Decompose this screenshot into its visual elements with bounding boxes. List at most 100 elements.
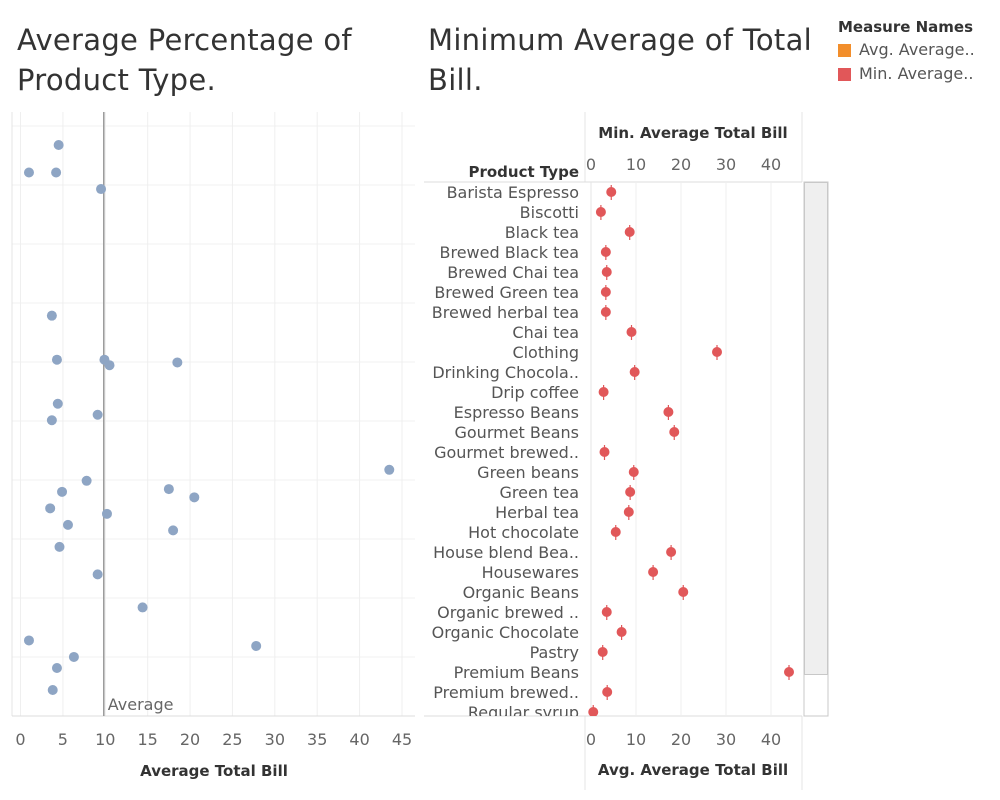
left-x-tick-label: 5 [58,730,68,749]
legend-swatch-min [838,67,851,81]
scrollbar-thumb [804,182,828,675]
min-value-dot [629,367,640,377]
scatter-point [189,492,200,503]
legend-label-avg: Avg. Average.. [859,40,975,59]
min-value-dot [601,267,612,277]
scatter-point [68,651,79,662]
scatter-point [51,354,62,365]
left-x-tick-label: 30 [265,730,285,749]
min-value-dot [600,247,611,257]
min-value-dot [784,667,794,677]
scatter-point [92,409,103,420]
product-type-label: Brewed Chai tea [447,263,579,282]
product-type-header: Product Type [468,163,579,181]
left-x-tick-label: 45 [392,730,412,749]
right-chart-title: Minimum Average of Total Bill. [428,23,813,97]
scatter-point [163,484,174,495]
product-type-label: Drinking Chocola.. [432,363,579,382]
product-type-label: Biscotti [520,203,579,222]
min-value-dot [712,347,722,357]
min-value-dot [601,607,612,617]
min-value-dot [663,407,674,417]
legend-item-avg[interactable]: Avg. Average.. [838,38,975,62]
right-bottom-tick-label: 20 [671,730,691,749]
right-bottom-tick-label: 10 [626,730,646,749]
legend-item-min[interactable]: Min. Average.. [838,62,975,86]
legend: Measure Names Avg. Average.. Min. Averag… [838,16,975,86]
left-x-tick-label: 20 [180,730,200,749]
right-top-tick-label: 10 [626,155,646,174]
legend-swatch-avg [838,43,851,57]
scatter-point [96,184,107,195]
product-type-label: Pastry [530,643,579,662]
scatter-point [137,602,148,613]
min-value-dot [616,627,627,637]
right-bottom-tick-label: 0 [586,730,596,749]
right-top-tick-label: 30 [716,155,736,174]
scatter-point [101,508,112,519]
product-type-label: Premium Beans [454,663,579,682]
scatter-point [104,360,115,371]
min-value-dot [588,707,599,716]
scatter-point [47,685,58,695]
scatter-point [51,167,62,178]
left-x-tick-label: 40 [349,730,369,749]
min-value-dot [597,647,608,657]
scatter-point [62,519,73,530]
left-chart-title: Average Percentage of Product Type. [17,23,352,97]
min-value-dot [624,227,635,237]
product-type-label: Regular syrup [468,703,579,722]
scatter-point [172,357,183,368]
product-type-label: Barista Espresso [447,183,579,202]
min-value-dot [600,307,611,317]
scatter-point [46,310,57,321]
min-value-dot [595,207,606,217]
product-type-label: Hot chocolate [468,523,579,542]
product-type-label: Organic Beans [463,583,579,602]
min-value-dot [678,587,689,597]
product-type-label: Chai tea [512,323,579,342]
scatter-point [53,140,64,150]
product-type-label: Premium brewed.. [433,683,579,702]
scatter-point [52,398,63,409]
product-type-label: House blend Bea.. [433,543,579,562]
min-value-dot [628,467,639,477]
scatter-point [251,640,262,651]
product-type-label: Black tea [505,223,579,242]
left-x-tick-label: 0 [15,730,25,749]
min-value-dot [606,187,617,197]
legend-label-min: Min. Average.. [859,64,974,83]
product-type-label: Brewed herbal tea [432,303,579,322]
product-type-label: Drip coffee [491,383,579,402]
product-type-label: Housewares [482,563,579,582]
min-value-dot [610,527,621,537]
average-reference-label: Average [108,695,174,714]
product-type-label: Organic Chocolate [432,623,579,642]
right-bottom-tick-label: 40 [761,730,781,749]
min-value-dot [599,447,610,457]
product-type-label: Espresso Beans [454,403,579,422]
min-value-dot [598,387,609,397]
right-top-tick-label: 20 [671,155,691,174]
right-top-axis-title: Min. Average Total Bill [598,124,787,142]
left-scatter-chart: 0 5 10 15 20 25 30 35 40 45 Average Total Bill Aver… [11,112,415,780]
scatter-point [46,415,57,426]
left-x-axis-title: Average Total Bill [140,762,288,780]
scatter-point [57,486,68,497]
min-value-dot [600,287,611,297]
scatter-point [168,525,179,536]
min-value-dot [623,507,634,517]
product-type-label: Brewed Green tea [434,283,579,302]
min-value-dot [666,547,677,557]
product-type-label: Green beans [477,463,579,482]
legend-title: Measure Names [838,18,974,36]
scatter-point [51,662,62,673]
left-x-tick-label: 10 [95,730,115,749]
scatter-point [81,475,92,486]
product-type-label: Gourmet Beans [454,423,579,442]
product-type-label: Brewed Black tea [439,243,579,262]
scatter-point [45,503,56,514]
min-value-dot [669,427,680,437]
